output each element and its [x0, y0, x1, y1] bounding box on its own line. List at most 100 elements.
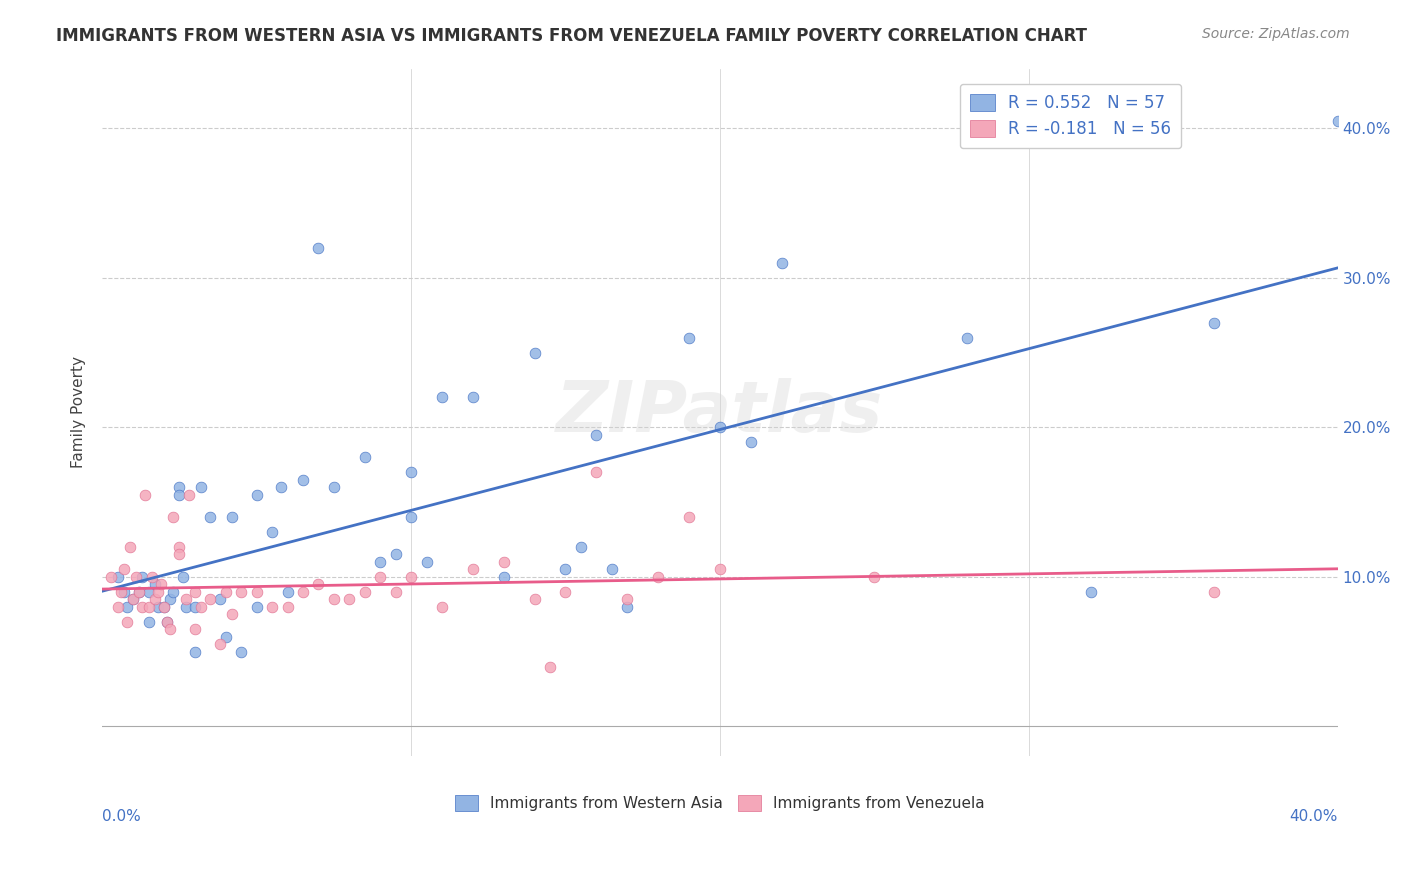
Point	[384, 548, 406, 562]
Point	[307, 241, 329, 255]
Point	[107, 570, 129, 584]
Point	[492, 555, 515, 569]
Point	[122, 592, 145, 607]
Text: 40.0%: 40.0%	[1289, 808, 1337, 823]
Point	[146, 599, 169, 614]
Point	[538, 659, 561, 673]
Point	[112, 562, 135, 576]
Point	[169, 548, 191, 562]
Point	[100, 570, 122, 584]
Point	[616, 599, 638, 614]
Point	[221, 510, 243, 524]
Point	[430, 599, 453, 614]
Point	[461, 562, 484, 576]
Point	[246, 599, 269, 614]
Point	[190, 599, 212, 614]
Point	[1080, 584, 1102, 599]
Point	[115, 599, 138, 614]
Text: 0.0%: 0.0%	[103, 808, 141, 823]
Point	[368, 570, 391, 584]
Point	[190, 480, 212, 494]
Text: Source: ZipAtlas.com: Source: ZipAtlas.com	[1202, 27, 1350, 41]
Point	[125, 570, 148, 584]
Point	[162, 584, 184, 599]
Point	[115, 615, 138, 629]
Point	[146, 584, 169, 599]
Point	[492, 570, 515, 584]
Point	[134, 487, 156, 501]
Legend: Immigrants from Western Asia, Immigrants from Venezuela: Immigrants from Western Asia, Immigrants…	[449, 789, 991, 817]
Point	[270, 480, 292, 494]
Point	[141, 570, 163, 584]
Point	[169, 487, 191, 501]
Point	[208, 637, 231, 651]
Point	[200, 592, 222, 607]
Point	[215, 630, 238, 644]
Point	[131, 599, 153, 614]
Point	[384, 584, 406, 599]
Point	[231, 584, 253, 599]
Point	[184, 644, 207, 658]
Point	[291, 473, 314, 487]
Point	[554, 562, 576, 576]
Point	[138, 599, 160, 614]
Point	[153, 599, 176, 614]
Point	[291, 584, 314, 599]
Point	[368, 555, 391, 569]
Point	[128, 584, 150, 599]
Point	[208, 592, 231, 607]
Point	[184, 599, 207, 614]
Point	[585, 427, 607, 442]
Point	[159, 622, 181, 636]
Point	[399, 510, 422, 524]
Point	[1204, 316, 1226, 330]
Point	[740, 435, 762, 450]
Point	[184, 622, 207, 636]
Point	[415, 555, 437, 569]
Point	[600, 562, 623, 576]
Text: IMMIGRANTS FROM WESTERN ASIA VS IMMIGRANTS FROM VENEZUELA FAMILY POVERTY CORRELA: IMMIGRANTS FROM WESTERN ASIA VS IMMIGRAN…	[56, 27, 1087, 45]
Point	[107, 599, 129, 614]
Point	[353, 450, 375, 465]
Point	[863, 570, 886, 584]
Point	[184, 584, 207, 599]
Point	[337, 592, 360, 607]
Point	[430, 391, 453, 405]
Point	[523, 592, 546, 607]
Point	[122, 592, 145, 607]
Y-axis label: Family Poverty: Family Poverty	[72, 357, 86, 468]
Point	[399, 570, 422, 584]
Point	[169, 480, 191, 494]
Text: ZIPatlas: ZIPatlas	[557, 378, 883, 447]
Point	[118, 540, 141, 554]
Point	[110, 584, 132, 599]
Point	[143, 592, 166, 607]
Point	[159, 592, 181, 607]
Point	[156, 615, 179, 629]
Point	[709, 562, 731, 576]
Point	[162, 510, 184, 524]
Point	[353, 584, 375, 599]
Point	[177, 487, 200, 501]
Point	[112, 584, 135, 599]
Point	[131, 570, 153, 584]
Point	[200, 510, 222, 524]
Point	[569, 540, 592, 554]
Point	[276, 584, 298, 599]
Point	[246, 487, 269, 501]
Point	[322, 480, 344, 494]
Point	[1204, 584, 1226, 599]
Point	[172, 570, 194, 584]
Point	[709, 420, 731, 434]
Point	[215, 584, 238, 599]
Point	[276, 599, 298, 614]
Point	[174, 599, 197, 614]
Point	[246, 584, 269, 599]
Point	[554, 584, 576, 599]
Point	[128, 584, 150, 599]
Point	[1326, 113, 1348, 128]
Point	[399, 465, 422, 479]
Point	[138, 584, 160, 599]
Point	[523, 345, 546, 359]
Point	[461, 391, 484, 405]
